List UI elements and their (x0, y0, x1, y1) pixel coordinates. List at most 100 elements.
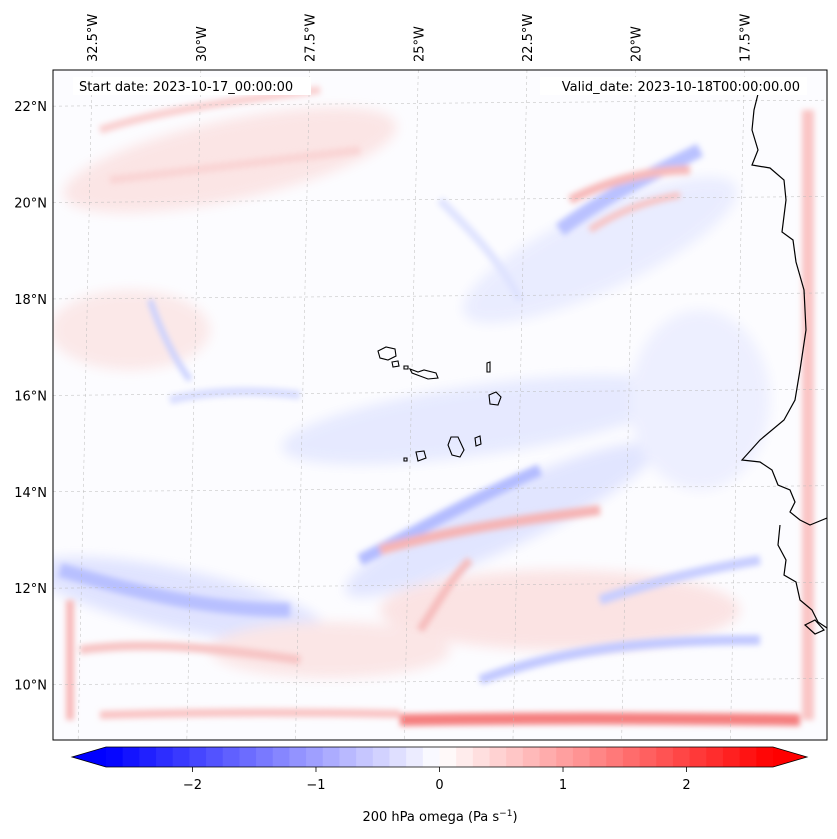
omega-streak (588, 191, 681, 233)
colorbar-step (589, 747, 607, 767)
omega-streak (109, 146, 361, 184)
omega-field (53, 86, 815, 726)
colorbar-step (189, 747, 207, 767)
colorbar-step (689, 747, 707, 767)
coastline-guinea (777, 524, 827, 629)
colorbar: −2 −1 0 1 2 200 hPa omega (Pa s−1) (70, 746, 809, 825)
colorbar-step (722, 747, 741, 767)
longitude-tick-label: 22.5°W (521, 14, 536, 62)
latitude-tick-label: 22°N (14, 100, 47, 115)
island-brava (403, 457, 408, 462)
colorbar-step (556, 747, 574, 767)
colorbar-step (272, 747, 291, 767)
colorbar-step (739, 747, 757, 767)
longitude-tick-label: 17.5°W (738, 14, 753, 62)
omega-streak (555, 143, 704, 236)
island-sao-vicente (391, 360, 400, 368)
colorbar-step (622, 747, 641, 767)
colorbar-step (339, 747, 357, 767)
colorbar-label-close: ) (512, 810, 517, 825)
omega-streak (58, 563, 291, 617)
colorbar-step (706, 747, 724, 767)
island-sao-nicolau (408, 367, 439, 380)
colorbar-step (122, 747, 140, 767)
colorbar-step (572, 747, 591, 767)
latitude-tick-label: 12°N (14, 582, 47, 597)
colorbar-tick-label: 0 (435, 778, 443, 793)
meridian-line (512, 70, 528, 740)
meridian-line (730, 70, 745, 740)
longitude-tick-label: 25°W (412, 26, 427, 62)
coastline-west-africa (740, 85, 827, 526)
omega-streak (79, 641, 301, 665)
colorbar-step (106, 747, 124, 767)
omega-streak (598, 555, 761, 605)
colorbar-step (439, 747, 457, 767)
omega-patch (463, 176, 737, 324)
colorbar-step (356, 747, 374, 767)
colorbar-step (522, 747, 541, 767)
omega-patch (630, 310, 770, 490)
colorbar-label-unit-exponent: −1 (499, 809, 512, 819)
omega-streak (478, 635, 761, 685)
omega-streak (99, 708, 401, 719)
colorbar-step (406, 747, 424, 767)
colorbar-step (172, 747, 190, 767)
valid-date-bg (540, 77, 807, 95)
start-date-label: Start date: 2023-10-17_00:00:00 (79, 80, 293, 95)
omega-patch (63, 107, 397, 213)
colorbar-step (472, 747, 491, 767)
colorbar-ticks: −2 −1 0 1 2 (183, 767, 691, 793)
omega-patch (53, 290, 210, 370)
colorbar-step (322, 747, 341, 767)
colorbar-step (756, 747, 774, 767)
colorbar-extend-min (72, 747, 106, 767)
colorbar-step (489, 747, 507, 767)
island-santa-luzia (403, 365, 409, 370)
omega-streak (437, 197, 524, 302)
colorbar-step (372, 747, 391, 767)
island-boa-vista (488, 391, 502, 406)
longitude-tick-label: 20°W (630, 26, 645, 62)
latitude-tick-label: 14°N (14, 486, 47, 501)
longitude-tick-label: 30°W (195, 26, 210, 62)
latitude-labels: 22°N 20°N 18°N 16°N 14°N 12°N 10°N (14, 100, 47, 693)
colorbar-step (389, 747, 407, 767)
island-sal (486, 361, 491, 373)
meridian-line (295, 70, 310, 740)
colorbar-steps (106, 747, 774, 767)
colorbar-label: 200 hPa omega (Pa s−1) (362, 809, 517, 825)
colorbar-step (156, 747, 174, 767)
omega-streak (168, 387, 301, 405)
omega-streak (567, 165, 691, 205)
longitude-tick-label: 32.5°W (86, 14, 101, 62)
omega-streak (399, 712, 801, 726)
colorbar-step (206, 747, 224, 767)
colorbar-step (456, 747, 474, 767)
colorbar-step (256, 747, 274, 767)
meridian-line (621, 70, 636, 740)
colorbar-tick-label: 2 (682, 778, 690, 793)
latitude-tick-label: 18°N (14, 293, 47, 308)
colorbar-step (656, 747, 674, 767)
colorbar-step (606, 747, 624, 767)
start-date-bg (73, 77, 311, 95)
gridlines (53, 70, 827, 740)
colorbar-step (639, 747, 657, 767)
colorbar-tick-label: 1 (559, 778, 567, 793)
longitude-labels: 32.5°W 30°W 27.5°W 25°W 22.5°W 20°W 17.5°W (86, 14, 753, 62)
omega-patch (281, 375, 679, 465)
island-fogo (415, 450, 427, 462)
island-maio (474, 435, 482, 447)
colorbar-step (422, 747, 441, 767)
longitude-tick-label: 27.5°W (304, 14, 319, 62)
cape-verde-islands (377, 346, 502, 462)
island-santiago (447, 436, 465, 458)
omega-streak (378, 505, 601, 555)
colorbar-step (672, 747, 691, 767)
latitude-tick-label: 10°N (14, 679, 47, 694)
colorbar-tick-label: −1 (306, 778, 325, 793)
colorbar-tick-label: −2 (183, 778, 202, 793)
colorbar-step (222, 747, 240, 767)
